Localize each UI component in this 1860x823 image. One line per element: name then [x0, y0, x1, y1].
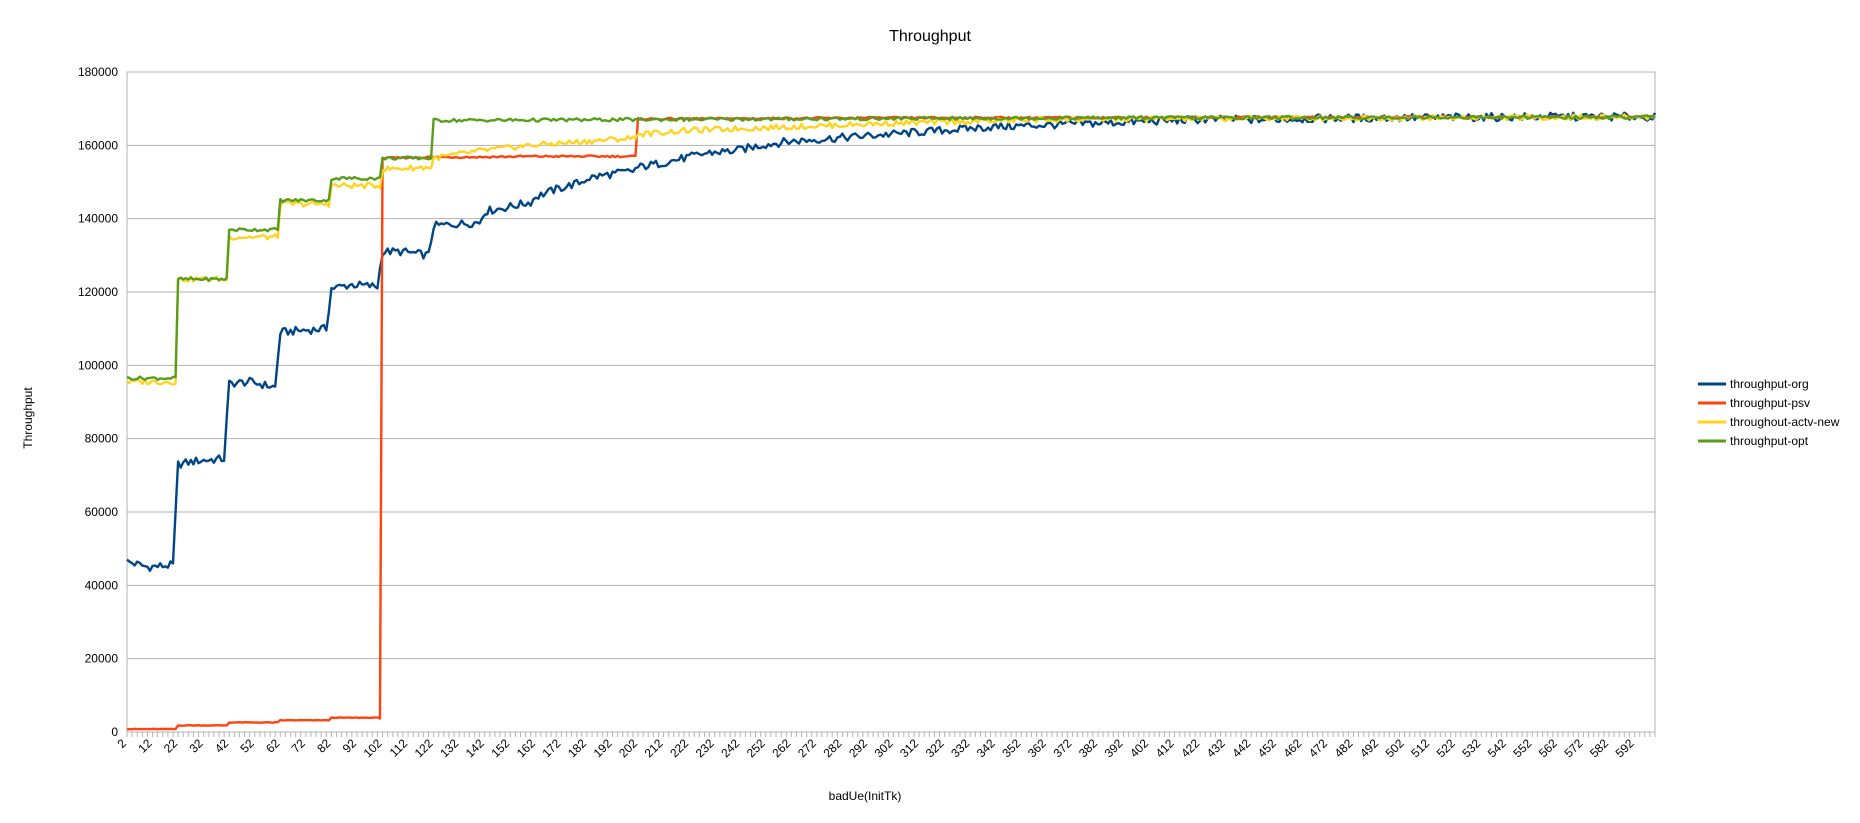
x-tick-label: 192: [591, 736, 615, 760]
series-line-throughput-opt: [126, 114, 1656, 382]
y-tick-label: 40000: [85, 578, 119, 592]
x-tick-label: 542: [1485, 736, 1509, 760]
y-tick-label: 100000: [78, 358, 118, 372]
y-tick-label: 180000: [78, 65, 118, 79]
x-tick-label: 242: [718, 736, 742, 760]
x-tick-label: 582: [1587, 736, 1611, 760]
x-tick-label: 32: [186, 736, 206, 756]
grid-lines: [127, 144, 1655, 660]
x-tick-label: 432: [1204, 736, 1228, 760]
x-tick-label: 552: [1510, 736, 1534, 760]
y-tick-label: 20000: [85, 652, 119, 666]
series-line-throughput-org: [126, 111, 1657, 572]
x-tick-label: 72: [289, 736, 309, 756]
x-tick-label: 312: [897, 736, 921, 760]
x-tick-label: 492: [1357, 736, 1381, 760]
x-tick-label: 412: [1153, 736, 1177, 760]
x-tick-label: 92: [340, 736, 360, 756]
x-tick-label: 2: [114, 736, 129, 751]
x-tick-label: 522: [1434, 736, 1458, 760]
x-tick-label: 332: [948, 736, 972, 760]
x-tick-label: 362: [1025, 736, 1049, 760]
x-tick-label: 502: [1383, 736, 1407, 760]
y-tick-label: 140000: [78, 212, 118, 226]
x-tick-label: 512: [1408, 736, 1432, 760]
x-tick-label: 292: [846, 736, 870, 760]
series-lines: [126, 111, 1657, 731]
x-axis-title: badUe(InitTk): [829, 789, 902, 803]
chart-legend: throughput-org throughput-psv throughout-a…: [1698, 377, 1840, 448]
x-tick-label: 112: [387, 736, 411, 760]
series-line-throughout-actv-new: [126, 113, 1656, 386]
y-tick-label: 80000: [85, 432, 119, 446]
x-tick-label: 462: [1280, 736, 1304, 760]
x-tick-label: 572: [1562, 736, 1586, 760]
chart-title: Throughput: [889, 28, 971, 45]
x-axis-ticks: 2 12 22 32 42 52 62 72 82 92 102 112 122 132 142 152 162…: [114, 732, 1656, 760]
x-tick-label: 182: [565, 736, 589, 760]
x-tick-label: 472: [1306, 736, 1330, 760]
legend-label: throughput-org: [1730, 377, 1809, 391]
x-tick-label: 392: [1102, 736, 1126, 760]
series-line-throughput-psv: [126, 114, 1656, 731]
x-tick-label: 102: [361, 736, 385, 760]
y-axis-ticks: 0 20000 40000 60000 80000 100000 120000 140000 1…: [78, 65, 118, 739]
x-tick-label: 442: [1229, 736, 1253, 760]
x-tick-label: 592: [1613, 736, 1637, 760]
x-tick-label: 172: [539, 736, 563, 760]
x-tick-label: 202: [616, 736, 640, 760]
y-tick-label: 160000: [78, 138, 118, 152]
x-tick-label: 62: [263, 736, 283, 756]
x-tick-label: 222: [667, 736, 691, 760]
legend-label: throughput-psv: [1730, 396, 1810, 410]
x-tick-label: 52: [238, 736, 258, 756]
x-tick-label: 82: [314, 736, 334, 756]
x-tick-label: 302: [872, 736, 896, 760]
x-tick-label: 402: [1127, 736, 1151, 760]
x-tick-label: 142: [463, 736, 487, 760]
x-tick-label: 272: [795, 736, 819, 760]
x-tick-label: 532: [1459, 736, 1483, 760]
x-tick-label: 252: [744, 736, 768, 760]
x-tick-label: 12: [135, 736, 155, 756]
x-tick-label: 162: [514, 736, 538, 760]
x-tick-label: 212: [642, 736, 666, 760]
x-tick-label: 382: [1076, 736, 1100, 760]
x-tick-label: 122: [412, 736, 436, 760]
x-tick-label: 232: [693, 736, 717, 760]
y-tick-label: 0: [111, 725, 118, 739]
legend-label: throughout-actv-new: [1730, 415, 1840, 429]
x-tick-label: 42: [212, 736, 232, 756]
y-axis-title: Throughput: [21, 387, 35, 449]
y-tick-label: 60000: [85, 505, 119, 519]
x-tick-label: 342: [974, 736, 998, 760]
x-tick-label: 422: [1178, 736, 1202, 760]
legend-label: throughput-opt: [1730, 434, 1809, 448]
plot-area-frame: [126, 71, 1656, 733]
x-tick-label: 322: [923, 736, 947, 760]
x-tick-label: 22: [161, 736, 181, 756]
x-tick-label: 352: [999, 736, 1023, 760]
x-tick-label: 452: [1255, 736, 1279, 760]
x-tick-label: 562: [1536, 736, 1560, 760]
y-tick-label: 120000: [78, 285, 118, 299]
x-tick-label: 132: [437, 736, 461, 760]
x-tick-label: 282: [821, 736, 845, 760]
x-tick-label: 152: [488, 736, 512, 760]
x-tick-label: 482: [1332, 736, 1356, 760]
x-tick-label: 262: [769, 736, 793, 760]
x-tick-label: 372: [1050, 736, 1074, 760]
